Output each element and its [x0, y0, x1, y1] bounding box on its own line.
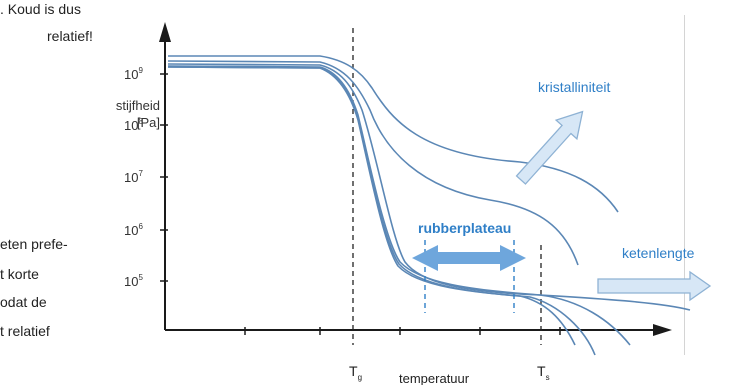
text-fragment: eten prefe-: [0, 236, 68, 252]
text-fragment: odat de: [0, 294, 47, 310]
text-fragment: t korte: [0, 266, 39, 282]
y-tick-label: 105: [124, 273, 143, 289]
text-fragment: t relatief: [0, 323, 50, 339]
rubberplateau-label: rubberplateau: [418, 220, 511, 236]
rubber-plateau-arrow: [412, 245, 526, 271]
x-ticks: [244, 327, 561, 335]
text-fragment: relatief!: [47, 28, 93, 44]
tg-label: Tg: [349, 363, 362, 382]
marker-lines: [352, 28, 542, 345]
y-tick-labels: 109 108 107 106 105: [124, 66, 143, 289]
stiffness-curve-4: [167, 65, 631, 346]
kristalliniteit-label: kristalliniteit: [538, 79, 610, 95]
stiffness-curve-3: [167, 63, 691, 311]
y-axis-label-line: [Pa]: [136, 115, 160, 130]
x-axis-label: temperatuur: [399, 371, 470, 385]
text-fragment: . Koud is dus: [0, 1, 81, 17]
ketenlengte-label: ketenlengte: [622, 245, 695, 261]
stiffness-curve-1: [168, 55, 619, 213]
arrow-up-right-icon: [515, 110, 584, 185]
y-axis-arrowhead: [159, 22, 171, 42]
ts-label: Ts: [537, 363, 550, 382]
double-arrow-icon: [412, 245, 526, 271]
arrow-right-icon: [597, 270, 712, 302]
crystallinity-arrow: [515, 110, 584, 185]
stiffness-curve-2: [167, 60, 579, 266]
stiffness-curves: [167, 55, 691, 356]
y-tick-label: 108: [124, 117, 143, 133]
x-axis-arrowhead: [653, 324, 672, 336]
y-tick-label: 109: [124, 66, 143, 82]
y-axis-label: stijfheid [Pa]: [86, 97, 160, 131]
divider-line: [684, 15, 685, 355]
y-tick-label: 107: [124, 169, 143, 185]
chain-length-arrow: [597, 270, 712, 302]
y-axis-label-line: stijfheid: [115, 98, 160, 113]
y-ticks: [160, 73, 168, 282]
stiffness-curve-6: [167, 66, 596, 356]
y-tick-label: 106: [124, 222, 143, 238]
